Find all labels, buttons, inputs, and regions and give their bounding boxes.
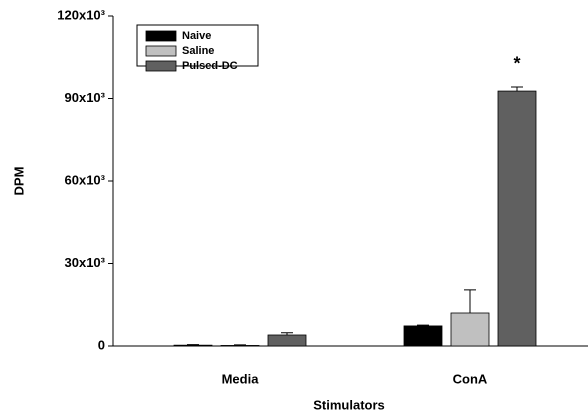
bar: [267, 334, 307, 347]
bar: [497, 90, 537, 347]
legend-swatch: [145, 30, 177, 42]
legend-swatch: [145, 45, 177, 57]
y-tick-label: 0: [98, 337, 105, 352]
error-bar: [511, 86, 523, 92]
y-tick-label: 120x10³: [57, 7, 105, 22]
y-tick-label: 90x10³: [65, 90, 106, 105]
error-bar: [187, 344, 199, 346]
legend-label: Naive: [182, 30, 211, 42]
legend-label: Pulsed-DC: [182, 60, 238, 72]
error-bar: [281, 332, 293, 335]
bar: [403, 325, 443, 347]
bar: [450, 312, 490, 347]
legend-label: Saline: [182, 45, 214, 57]
y-tick-label: 30x10³: [65, 255, 106, 270]
annotation: *: [513, 54, 520, 74]
error-bar: [417, 324, 429, 326]
legend-swatch: [145, 60, 177, 72]
bar: [173, 344, 213, 347]
x-tick-label: Media: [222, 371, 260, 386]
y-axis-label: DPM: [11, 167, 26, 196]
x-tick-label: ConA: [453, 371, 488, 386]
y-tick-label: 60x10³: [65, 172, 106, 187]
error-bar: [234, 344, 246, 346]
error-bar: [464, 289, 476, 313]
bar: [220, 345, 260, 347]
x-axis-label: Stimulators: [313, 397, 385, 412]
